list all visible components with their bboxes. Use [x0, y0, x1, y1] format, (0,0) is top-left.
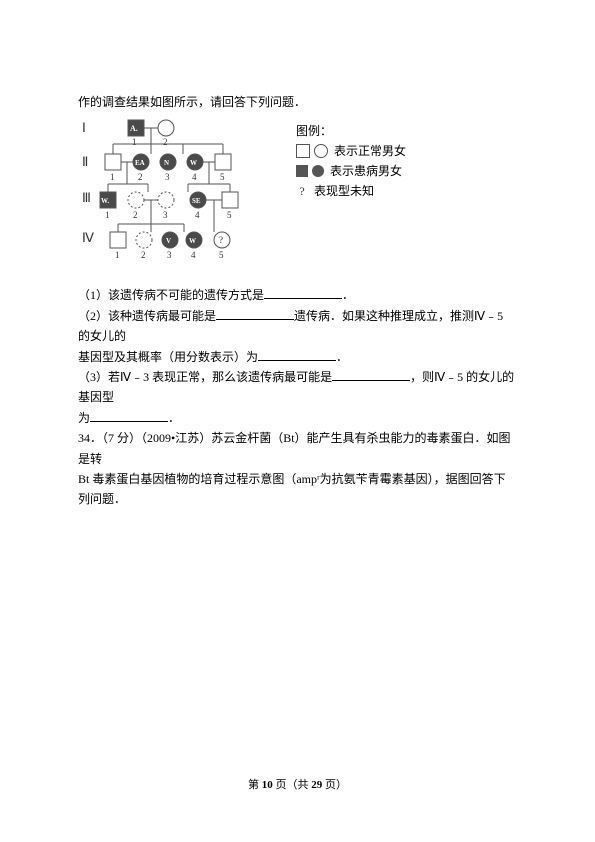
svg-text:5: 5: [220, 172, 225, 182]
svg-text:Ⅱ: Ⅱ: [82, 154, 88, 169]
legend: 图例： 表示正常男女 表示患病男女 ? 表现型未知: [296, 122, 466, 198]
page-footer: 第 10 页（共 29 页）: [0, 776, 595, 792]
svg-text:Ⅲ: Ⅲ: [82, 190, 91, 205]
legend-filled-square-icon: [296, 165, 308, 177]
svg-text:1: 1: [110, 172, 115, 182]
legend-affected-text: 表示患病男女: [330, 161, 402, 181]
svg-text:2: 2: [138, 172, 143, 182]
legend-question-icon: ?: [296, 181, 308, 201]
blank: [216, 307, 294, 320]
question-3-line2: 为．: [78, 408, 517, 428]
svg-text:1: 1: [115, 250, 120, 260]
legend-unknown-text: 表现型未知: [314, 181, 374, 201]
svg-text:2: 2: [163, 137, 168, 147]
legend-square-icon: [296, 144, 310, 158]
svg-text:N: N: [164, 159, 169, 167]
intro-text: 作的调查结果如图所示，请回答下列问题．: [78, 92, 517, 112]
svg-text:1: 1: [105, 210, 110, 220]
svg-text:3: 3: [165, 172, 170, 182]
svg-text:Ⅳ: Ⅳ: [82, 230, 94, 245]
svg-text:W.: W.: [101, 197, 109, 205]
page-total: 29: [311, 779, 322, 791]
svg-text:2: 2: [141, 250, 146, 260]
svg-text:W: W: [189, 237, 196, 245]
svg-text:1: 1: [132, 137, 137, 147]
svg-text:5: 5: [219, 250, 224, 260]
legend-normal-text: 表示正常男女: [334, 141, 406, 161]
svg-text:2: 2: [133, 210, 138, 220]
blank: [258, 348, 336, 361]
question-2-line1: （2）该种遗传病最可能是遗传病．如果这种推理成立，推测Ⅳ﹣5 的女儿的: [78, 306, 517, 347]
question-34-line2: Bt 毒素蛋白基因植物的培育过程示意图（ampʳ为抗氨苄青霉素基因），据图回答下…: [78, 469, 517, 510]
legend-circle-icon: [314, 144, 328, 158]
question-2-line2: 基因型及其概率（用分数表示）为．: [78, 347, 517, 367]
svg-text:3: 3: [163, 210, 168, 220]
svg-text:W: W: [190, 159, 197, 167]
svg-text:5: 5: [227, 210, 232, 220]
page-current: 10: [262, 779, 273, 791]
blank: [264, 286, 342, 299]
question-34-line1: 34．（7 分）（2009•江苏）苏云金杆菌（Bt）能产生具有杀虫能力的毒素蛋白…: [78, 428, 517, 469]
svg-text:3: 3: [167, 250, 172, 260]
svg-text:V: V: [166, 237, 171, 245]
svg-text:4: 4: [192, 172, 197, 182]
svg-text:4: 4: [195, 210, 200, 220]
legend-filled-circle-icon: [312, 165, 324, 177]
blank: [90, 409, 168, 422]
question-1: （1）该遗传病不可能的遗传方式是．: [78, 285, 517, 305]
svg-text:EA: EA: [135, 159, 145, 167]
svg-text:A.: A.: [130, 124, 138, 133]
question-3-line1: （3）若Ⅳ﹣3 表现正常，那么该遗传病最可能是，则Ⅳ﹣5 的女儿的基因型: [78, 367, 517, 408]
blank: [332, 368, 410, 381]
svg-text:SE: SE: [192, 197, 201, 205]
legend-title: 图例：: [296, 121, 332, 141]
svg-text:4: 4: [191, 250, 196, 260]
svg-text:?: ?: [219, 235, 223, 245]
gen-label: Ⅰ: [82, 120, 86, 135]
